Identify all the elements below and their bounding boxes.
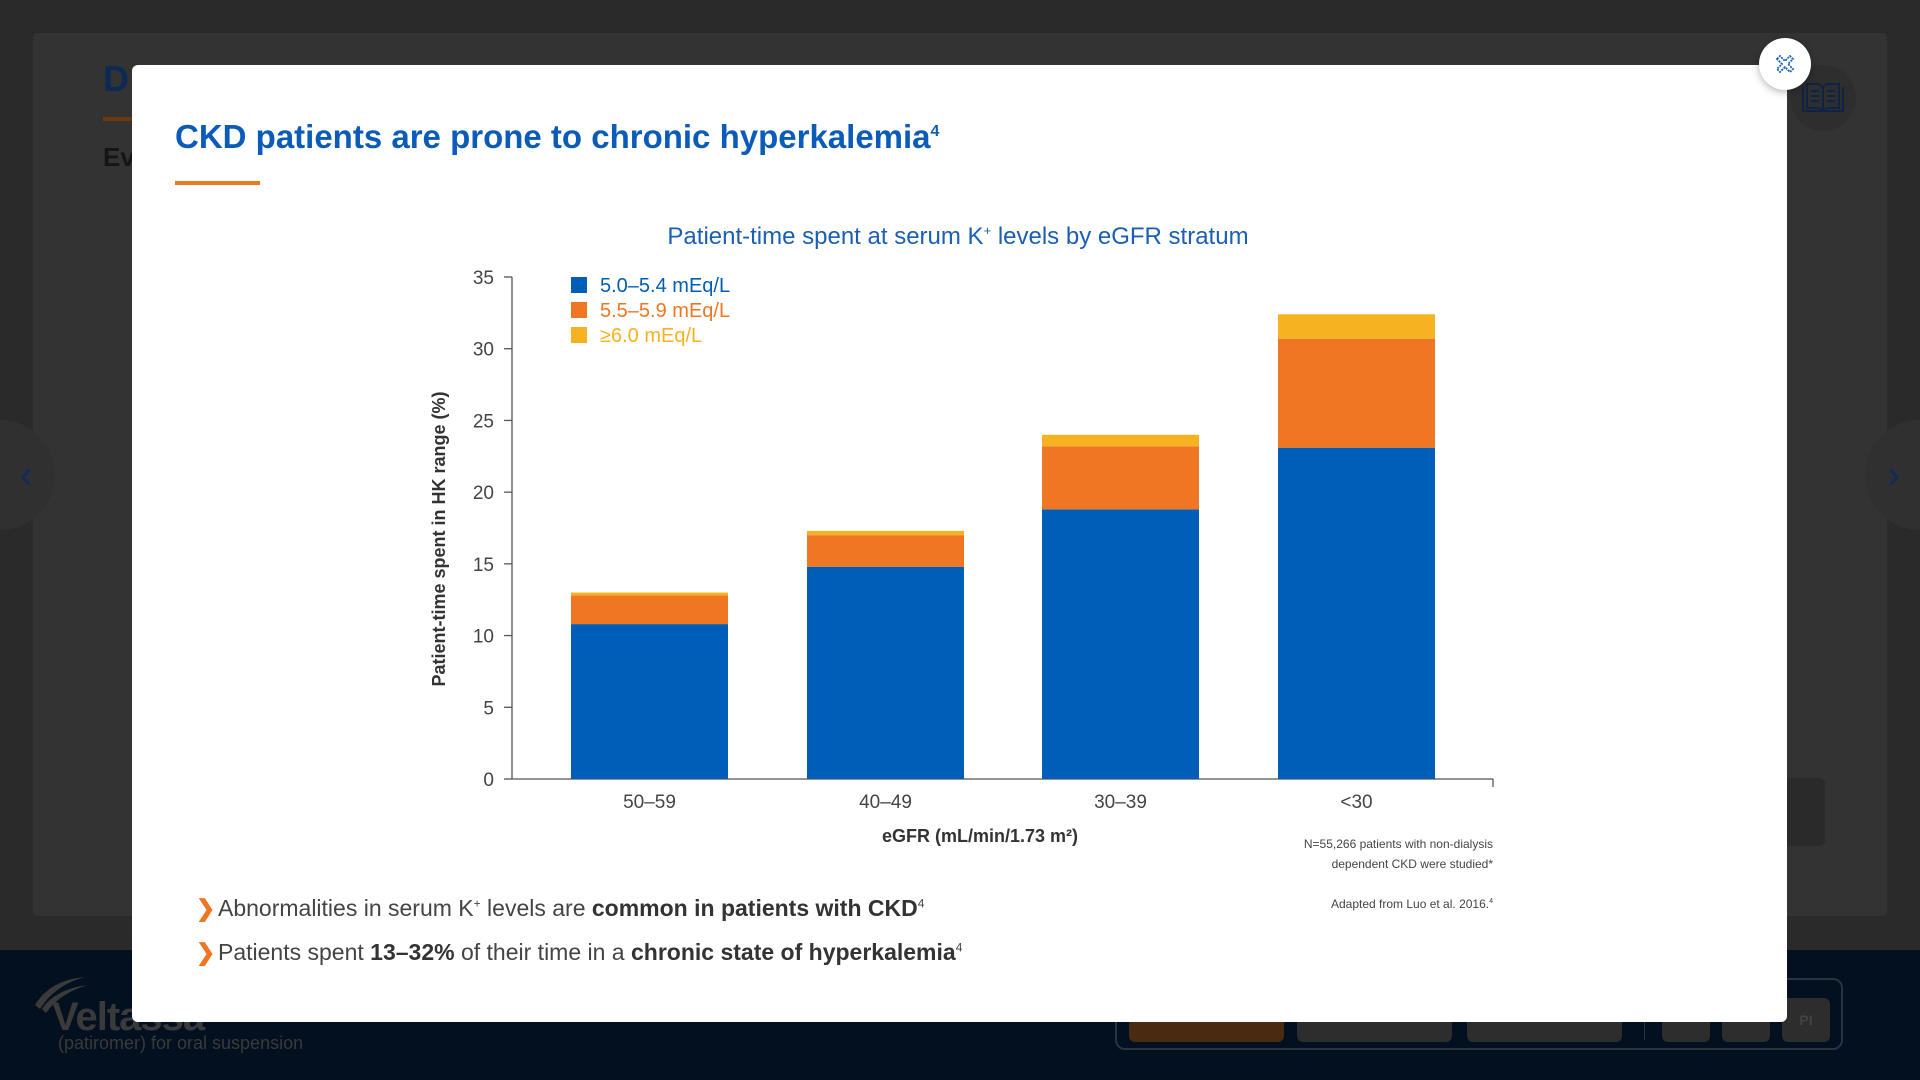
title-underline [175, 181, 260, 185]
bar-segment [807, 530, 964, 536]
chevron-left-icon: ‹ [19, 452, 33, 497]
bar-segment [1042, 434, 1199, 447]
x-tick-label: 30–39 [1094, 792, 1147, 813]
y-tick-label: 5 [483, 698, 494, 719]
x-tick-label: 50–59 [623, 792, 676, 813]
bullet-item: ❯ Abnormalities in serum K+ levels are co… [196, 895, 925, 921]
bullet-item: ❯ Patients spent 13–32% of their time in … [196, 939, 963, 965]
chevron-right-icon: ❯ [196, 895, 216, 921]
background-slide-subtitle: Ev [103, 142, 135, 172]
book-icon [1802, 83, 1844, 113]
x-tick-label: 40–49 [859, 792, 912, 813]
y-tick-label: 35 [473, 268, 494, 289]
x-axis-label: eGFR (mL/min/1.73 m²) [882, 826, 1078, 846]
close-x-icon [1775, 54, 1795, 74]
chevron-right-icon: › [1887, 452, 1901, 497]
legend-label: 5.0–5.4 mEq/L [600, 275, 730, 297]
bar-segment [1278, 447, 1435, 779]
y-tick-label: 20 [473, 483, 494, 504]
bar-segment [1042, 446, 1199, 510]
y-tick-label: 0 [483, 770, 494, 791]
source-citation: Adapted from Luo et al. 2016.4 [1330, 897, 1493, 911]
y-tick-label: 15 [473, 555, 494, 576]
bar-segment [807, 566, 964, 779]
chart-title: Patient-time spent at serum K+ levels by… [667, 223, 1249, 250]
legend-label: 5.5–5.9 mEq/L [600, 300, 730, 322]
legend-swatch [571, 277, 587, 293]
bar-segment [571, 624, 728, 779]
legend-swatch [571, 327, 587, 343]
x-tick-label: <30 [1340, 792, 1372, 813]
bar-segment [807, 535, 964, 567]
bar-segment [571, 595, 728, 625]
modal-title: CKD patients are prone to chronic hyperk… [175, 118, 940, 155]
bar-segment [571, 592, 728, 596]
y-tick-label: 30 [473, 340, 494, 361]
background-title-underline [103, 117, 143, 121]
bar-segment [1278, 314, 1435, 339]
chevron-right-icon: ❯ [196, 939, 216, 965]
footnote-line-1: N=55,266 patients with non-dialysis [1303, 837, 1493, 851]
background-slide-title: D [103, 58, 129, 99]
y-tick-label: 25 [473, 411, 494, 432]
bar-segment [1042, 509, 1199, 779]
close-modal-button[interactable] [1759, 38, 1811, 90]
y-axis-label: Patient-time spent in HK range (%) [429, 391, 449, 686]
bar-segment [1278, 338, 1435, 448]
footnote-line-2: dependent CKD were studied* [1331, 857, 1493, 871]
prescribing-info-button[interactable]: PI [1782, 998, 1830, 1042]
y-tick-label: 10 [473, 627, 494, 648]
legend-label: ≥6.0 mEq/L [600, 325, 702, 347]
legend-swatch [571, 302, 587, 318]
